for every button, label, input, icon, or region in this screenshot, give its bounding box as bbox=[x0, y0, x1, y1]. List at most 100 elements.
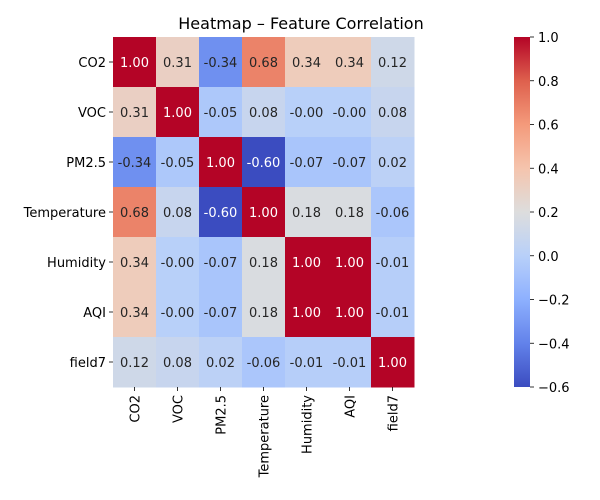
heatmap-cell bbox=[328, 287, 372, 338]
cell-value-label: 0.31 bbox=[163, 56, 192, 71]
cell-value-label: 0.02 bbox=[378, 156, 407, 171]
cell-value-label: -0.01 bbox=[333, 356, 367, 371]
y-tick-label: PM2.5 bbox=[66, 156, 106, 171]
heatmap-cell bbox=[328, 37, 372, 88]
cell-value-label: 1.00 bbox=[335, 256, 364, 271]
heatmap-cell bbox=[285, 187, 329, 238]
colorbar-tick-label: 1.0 bbox=[538, 31, 559, 46]
heatmap-cell bbox=[242, 287, 286, 338]
heatmap-cell bbox=[113, 87, 157, 138]
cell-value-label: 0.08 bbox=[378, 106, 407, 121]
cell-value-label: 0.08 bbox=[163, 356, 192, 371]
heatmap-cell bbox=[328, 237, 372, 288]
cell-value-label: -0.07 bbox=[204, 306, 238, 321]
heatmap-cell bbox=[199, 87, 243, 138]
cell-value-label: 1.00 bbox=[292, 256, 321, 271]
cell-value-label: 0.31 bbox=[120, 106, 149, 121]
heatmap-cell bbox=[371, 87, 415, 138]
colorbar-tick-label: −0.6 bbox=[538, 381, 570, 396]
cell-value-label: 0.08 bbox=[249, 106, 278, 121]
heatmap-cell bbox=[242, 37, 286, 88]
cell-value-label: -0.34 bbox=[204, 56, 238, 71]
chart-title: Heatmap – Feature Correlation bbox=[178, 14, 423, 33]
heatmap-cell bbox=[156, 337, 200, 388]
x-tick-label: Humidity bbox=[301, 395, 316, 454]
cell-value-label: -0.60 bbox=[204, 206, 238, 221]
heatmap-cell bbox=[113, 187, 157, 238]
heatmap-cell bbox=[242, 87, 286, 138]
heatmap-cell bbox=[113, 337, 157, 388]
cell-value-label: 1.00 bbox=[120, 56, 149, 71]
heatmap-cell bbox=[199, 337, 243, 388]
cell-value-label: 0.18 bbox=[335, 206, 364, 221]
colorbar-tick-label: 0.8 bbox=[538, 75, 559, 90]
cell-value-label: 0.34 bbox=[120, 256, 149, 271]
cell-value-label: 1.00 bbox=[249, 206, 278, 221]
cell-value-label: 0.12 bbox=[120, 356, 149, 371]
cell-value-label: -0.00 bbox=[290, 106, 324, 121]
cell-value-label: -0.07 bbox=[290, 156, 324, 171]
y-tick-label: VOC bbox=[78, 106, 106, 121]
heatmap-cell bbox=[371, 237, 415, 288]
cell-value-label: -0.01 bbox=[290, 356, 324, 371]
y-tick-label: AQI bbox=[83, 306, 106, 321]
heatmap-cell bbox=[242, 337, 286, 388]
x-tick-label: Temperature bbox=[258, 395, 273, 478]
colorbar-tick-label: 0.4 bbox=[538, 162, 559, 177]
heatmap-cell bbox=[285, 287, 329, 338]
cell-value-label: -0.00 bbox=[333, 106, 367, 121]
colorbar-tick-label: −0.2 bbox=[538, 294, 570, 309]
heatmap-cell bbox=[371, 137, 415, 188]
heatmap-cells bbox=[113, 37, 415, 388]
cell-value-label: 0.08 bbox=[163, 206, 192, 221]
heatmap-cell bbox=[156, 287, 200, 338]
heatmap-cell bbox=[156, 187, 200, 238]
y-tick-label: Humidity bbox=[47, 256, 106, 271]
cell-value-label: -0.07 bbox=[204, 256, 238, 271]
heatmap-cell bbox=[285, 337, 329, 388]
cell-value-label: 0.18 bbox=[292, 206, 321, 221]
cell-value-label: 0.18 bbox=[249, 256, 278, 271]
colorbar-gradient bbox=[514, 37, 530, 387]
heatmap-cell bbox=[242, 187, 286, 238]
x-tick-label: VOC bbox=[172, 395, 187, 423]
heatmap-cell bbox=[328, 337, 372, 388]
y-tick-label: field7 bbox=[70, 356, 106, 371]
heatmap-cell bbox=[371, 187, 415, 238]
heatmap-cell bbox=[371, 287, 415, 338]
heatmap-cell bbox=[242, 137, 286, 188]
x-tick-label: PM2.5 bbox=[215, 395, 230, 435]
y-tick-label: Temperature bbox=[23, 206, 106, 221]
heatmap-cell bbox=[113, 287, 157, 338]
heatmap-cell bbox=[199, 287, 243, 338]
cell-value-label: 1.00 bbox=[163, 106, 192, 121]
heatmap-cell bbox=[156, 237, 200, 288]
cell-value-label: 0.18 bbox=[249, 306, 278, 321]
cell-value-label: 1.00 bbox=[335, 306, 364, 321]
colorbar-tick-label: 0.0 bbox=[538, 250, 559, 265]
x-tick-label: AQI bbox=[344, 395, 359, 418]
heatmap-cell bbox=[285, 137, 329, 188]
colorbar-tick-label: 0.2 bbox=[538, 206, 559, 221]
cell-value-label: -0.01 bbox=[376, 256, 410, 271]
cell-value-label: 1.00 bbox=[292, 306, 321, 321]
heatmap-cell bbox=[328, 187, 372, 238]
cell-value-label: 0.68 bbox=[249, 56, 278, 71]
colorbar: 1.0 0.8 0.6 0.4 0.2 0.0 −0.2 −0.4 −0.6 bbox=[514, 31, 570, 396]
y-tick-label: CO2 bbox=[78, 56, 106, 71]
heatmap-cell bbox=[199, 37, 243, 88]
cell-value-label: 0.34 bbox=[335, 56, 364, 71]
heatmap-cell bbox=[156, 87, 200, 138]
cell-value-label: 1.00 bbox=[206, 156, 235, 171]
cell-value-label: -0.06 bbox=[376, 206, 410, 221]
cell-value-label: 0.68 bbox=[120, 206, 149, 221]
heatmap-cell bbox=[371, 337, 415, 388]
heatmap-cell bbox=[199, 137, 243, 188]
heatmap-cell bbox=[113, 37, 157, 88]
heatmap-cell bbox=[156, 137, 200, 188]
cell-value-label: 0.34 bbox=[120, 306, 149, 321]
cell-value-label: 0.02 bbox=[206, 356, 235, 371]
cell-value-label: 1.00 bbox=[378, 356, 407, 371]
